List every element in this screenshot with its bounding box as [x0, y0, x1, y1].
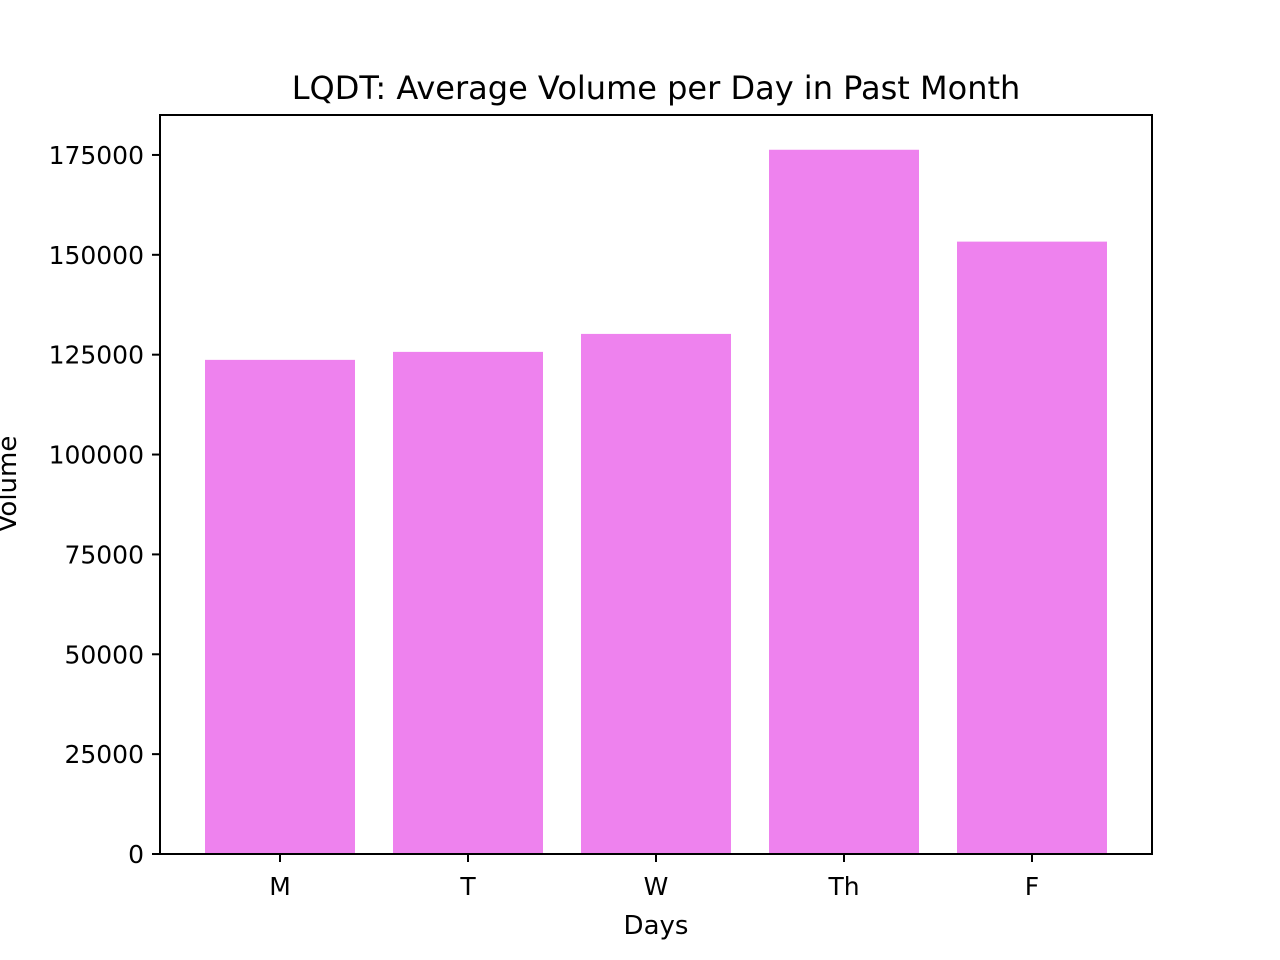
bar-th: [769, 149, 919, 854]
y-tick-label: 75000: [64, 540, 144, 569]
y-tick-label: 125000: [49, 341, 144, 370]
x-tick-label: M: [269, 872, 291, 901]
y-tick-label: 25000: [64, 740, 144, 769]
bar-w: [581, 333, 731, 854]
y-axis-ticks: 0 25000 50000 75000 100000 125000 150000 175000: [49, 141, 160, 869]
bar-t: [393, 351, 543, 854]
x-axis-label: Days: [624, 911, 689, 941]
y-tick-label: 100000: [49, 441, 144, 470]
bar-f: [957, 241, 1107, 854]
bars-group: [205, 149, 1107, 854]
y-axis-label: Volume: [0, 436, 23, 533]
chart-title: LQDT: Average Volume per Day in Past Mon…: [292, 69, 1021, 107]
y-tick-label: 175000: [49, 141, 144, 170]
x-tick-label: T: [459, 872, 476, 901]
y-tick-label: 0: [128, 840, 144, 869]
x-tick-label: F: [1025, 872, 1039, 901]
y-tick-label: 50000: [64, 640, 144, 669]
y-tick-label: 150000: [49, 241, 144, 270]
bar-m: [205, 359, 355, 854]
x-axis-ticks: M T W Th F: [269, 854, 1039, 901]
x-tick-label: Th: [827, 872, 859, 901]
x-tick-label: W: [644, 872, 669, 901]
